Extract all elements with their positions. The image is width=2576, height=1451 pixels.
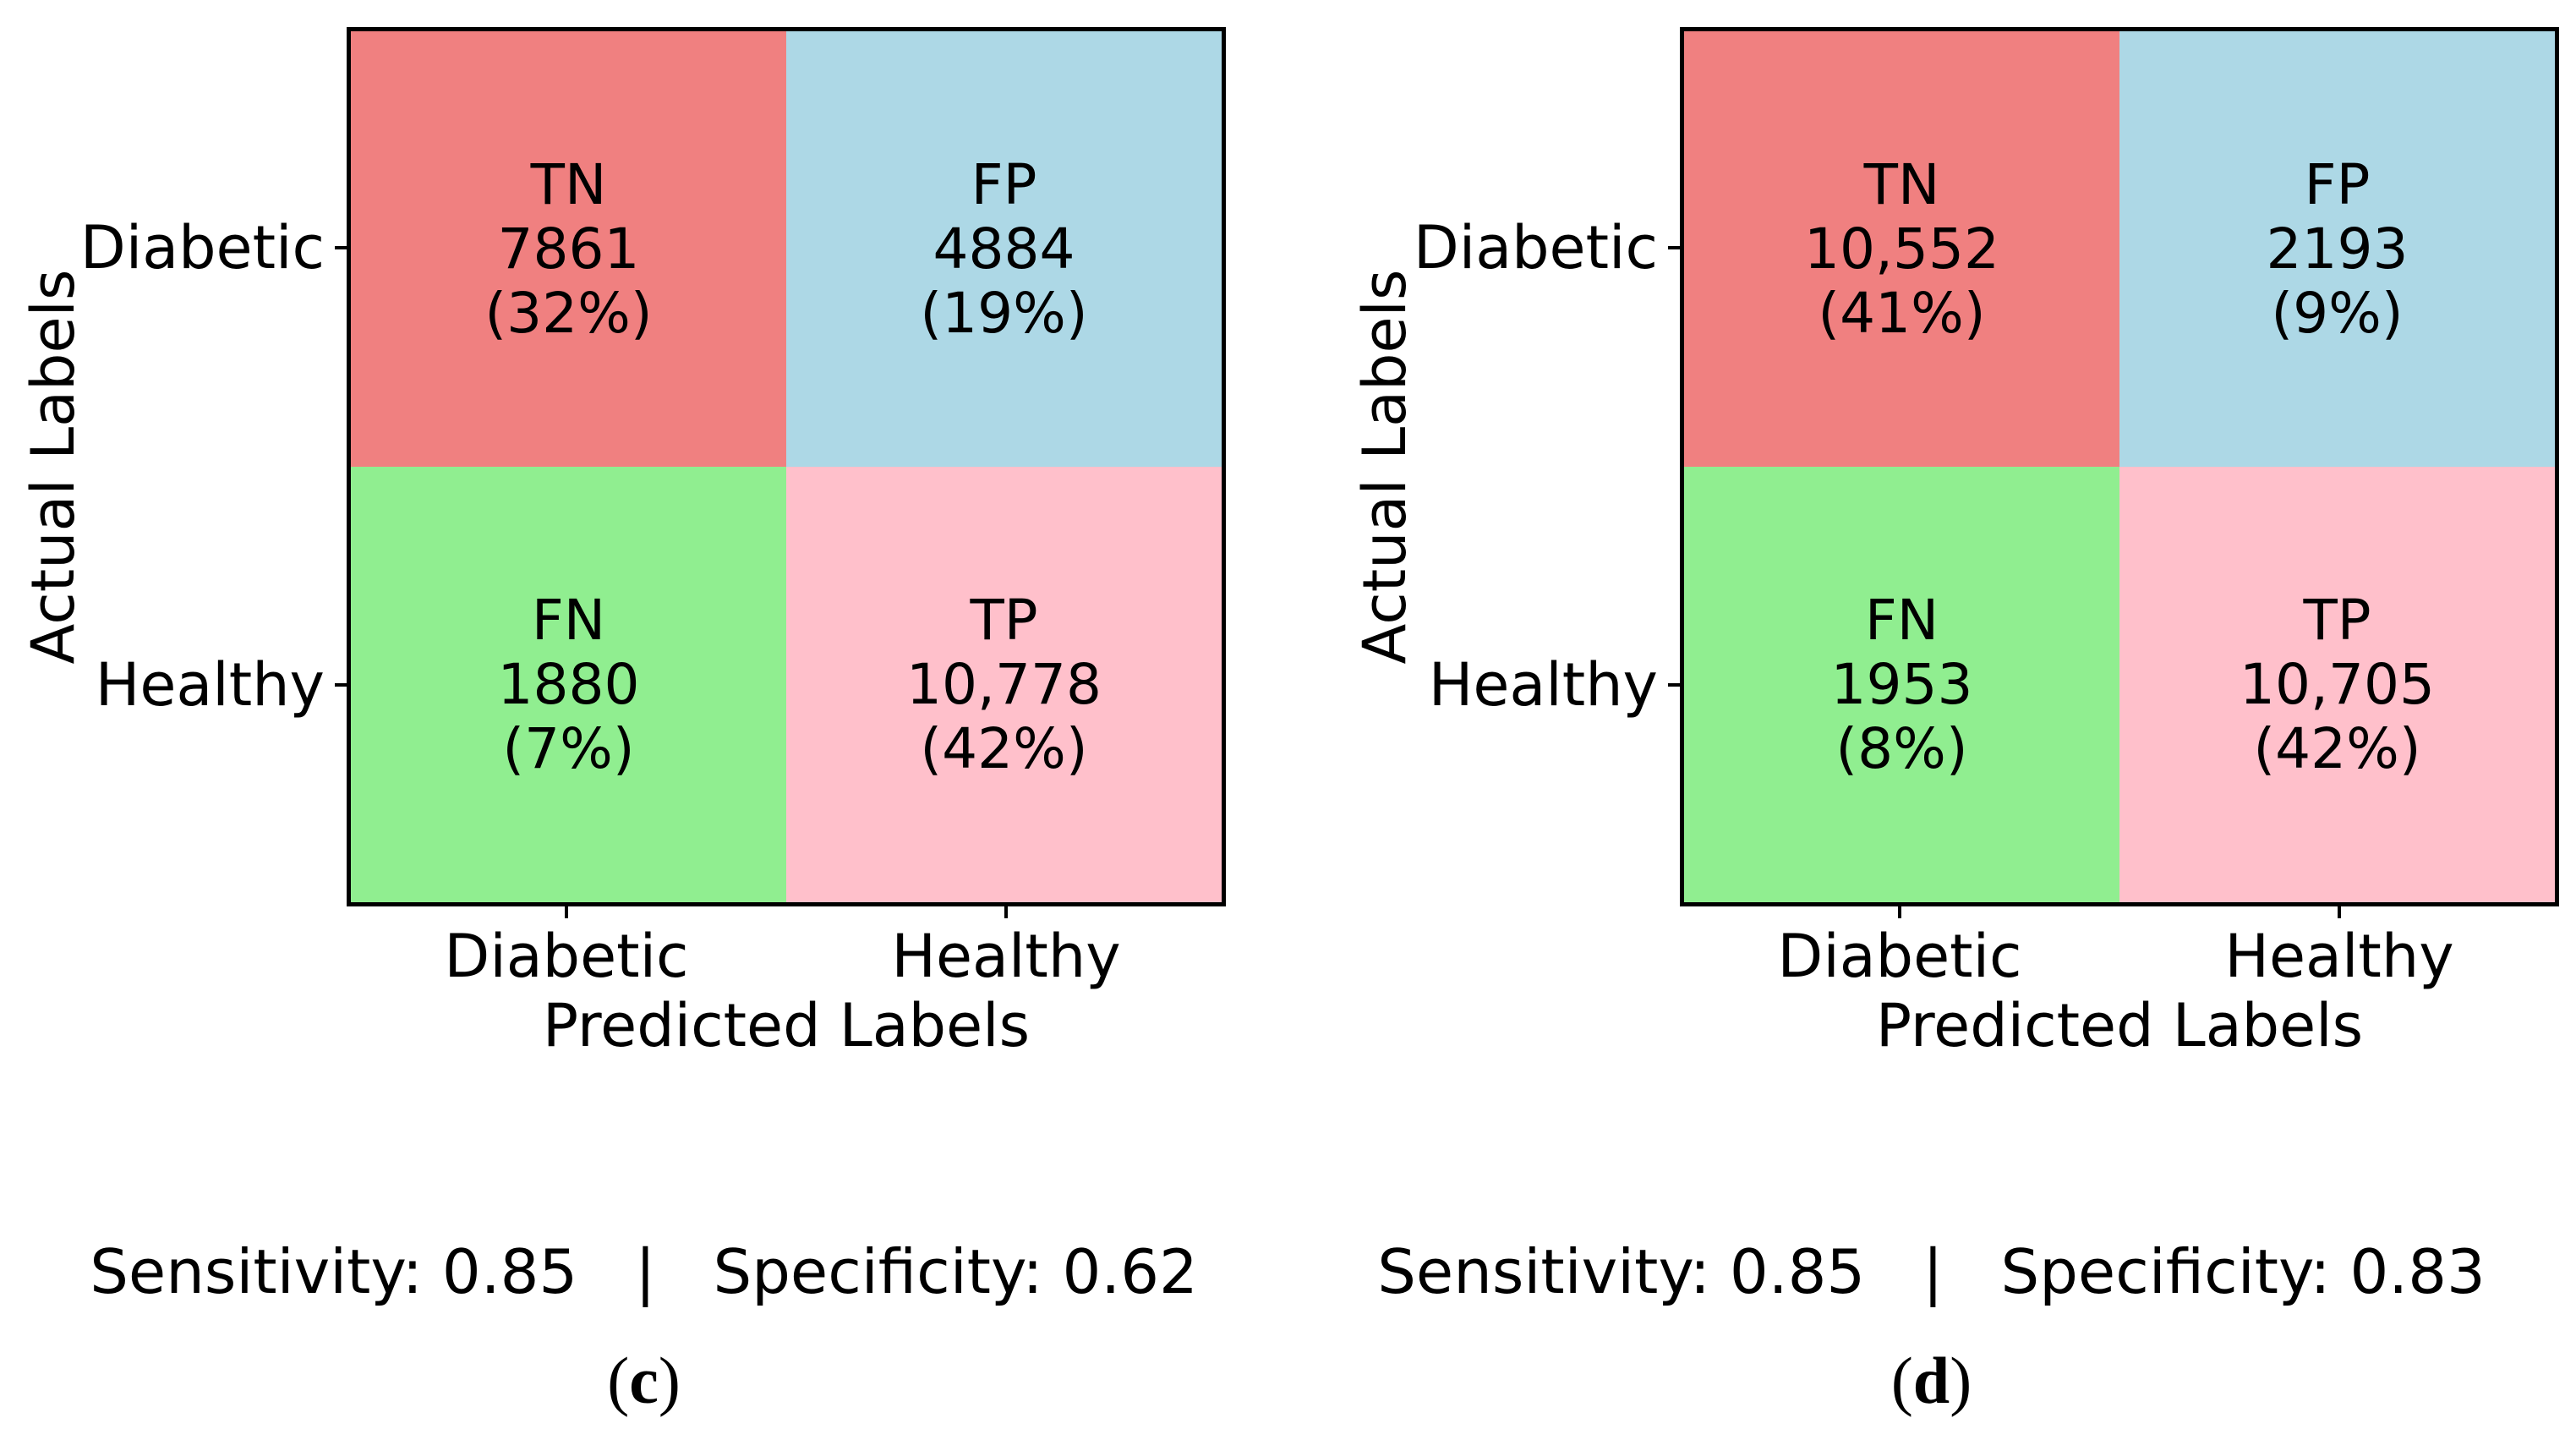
specificity-text: Specificity: 0.83 [2000,1236,2486,1307]
specificity-text: Specificity: 0.62 [713,1236,1198,1307]
cell-count: 4884 [933,216,1075,282]
sensitivity-text: Sensitivity: 0.85 [90,1236,578,1307]
y-tick-mark [335,683,347,687]
caption-open-paren: ( [1890,1344,1913,1417]
x-tick-label-healthy: Healthy [2224,922,2454,991]
panel-d: Actual Labels Diabetic Healthy TN 10,552… [1288,0,2575,1451]
cell-count: 10,705 [2240,651,2435,717]
y-tick-label-healthy: Healthy [95,650,325,720]
y-tick-mark [1668,683,1680,687]
stats-separator: | [635,1236,656,1307]
y-axis-label: Actual Labels [1350,269,1419,665]
subfigure-caption: (d) [1288,1343,2575,1419]
cell-fn: FN 1880 (7%) [351,467,786,902]
stats-separator: | [1922,1236,1944,1307]
subfigure-caption: (c) [0,1343,1288,1419]
x-tick-label-healthy: Healthy [891,922,1121,991]
cell-tn: TN 7861 (32%) [351,31,786,467]
x-axis-label: Predicted Labels [1875,991,2364,1060]
x-tick-mark [1004,906,1008,918]
cell-label: FN [1864,587,1939,653]
cell-percent: (42%) [2253,715,2421,781]
cell-percent: (41%) [1818,280,1986,346]
cell-label: TN [530,151,607,217]
stats-line: Sensitivity: 0.85 | Specificity: 0.83 [1288,1236,2575,1307]
cell-label: FN [531,587,606,653]
cell-tp: TP 10,705 (42%) [2119,467,2555,902]
cell-count: 1953 [1830,651,1973,717]
cell-tn: TN 10,552 (41%) [1684,31,2119,467]
y-tick-label-diabetic: Diabetic [79,213,325,282]
y-axis-label: Actual Labels [19,269,88,665]
y-tick-mark [335,246,347,249]
y-tick-mark [1668,246,1680,249]
caption-open-paren: ( [607,1344,630,1417]
cell-percent: (9%) [2271,280,2404,346]
cell-count: 2193 [2266,216,2409,282]
cell-count: 10,778 [906,651,1102,717]
cell-percent: (32%) [484,280,653,346]
caption-letter: c [629,1344,659,1417]
cell-percent: (7%) [502,715,635,781]
confusion-matrix: TN 7861 (32%) FP 4884 (19%) FN 1880 (7%)… [347,27,1226,906]
caption-close-paren: ) [1950,1344,1972,1417]
cell-count: 10,552 [1804,216,1999,282]
sensitivity-text: Sensitivity: 0.85 [1377,1236,1866,1307]
stats-line: Sensitivity: 0.85 | Specificity: 0.62 [0,1236,1288,1307]
x-axis-label: Predicted Labels [542,991,1031,1060]
cell-percent: (19%) [920,280,1088,346]
caption-close-paren: ) [658,1344,681,1417]
cell-label: TP [970,587,1038,653]
x-tick-label-diabetic: Diabetic [1777,922,2022,991]
cell-label: FP [2304,151,2371,217]
caption-letter: d [1912,1344,1950,1417]
cell-fp: FP 2193 (9%) [2119,31,2555,467]
x-tick-label-diabetic: Diabetic [444,922,689,991]
cell-count: 1880 [497,651,640,717]
cell-percent: (42%) [920,715,1088,781]
x-tick-mark [565,906,568,918]
x-tick-mark [2338,906,2341,918]
y-tick-label-healthy: Healthy [1428,650,1658,720]
cell-label: TP [2303,587,2371,653]
x-tick-mark [1898,906,1901,918]
cell-percent: (8%) [1835,715,1968,781]
cell-count: 7861 [497,216,640,282]
panel-c: Actual Labels Diabetic Healthy TN 7861 (… [0,27,1288,1419]
y-tick-label-diabetic: Diabetic [1413,213,1658,282]
cell-fn: FN 1953 (8%) [1684,467,2119,902]
cell-fp: FP 4884 (19%) [786,31,1222,467]
cell-label: FP [971,151,1037,217]
cell-label: TN [1863,151,1940,217]
cell-tp: TP 10,778 (42%) [786,467,1222,902]
confusion-matrix: TN 10,552 (41%) FP 2193 (9%) FN 1953 (8%… [1680,27,2559,906]
